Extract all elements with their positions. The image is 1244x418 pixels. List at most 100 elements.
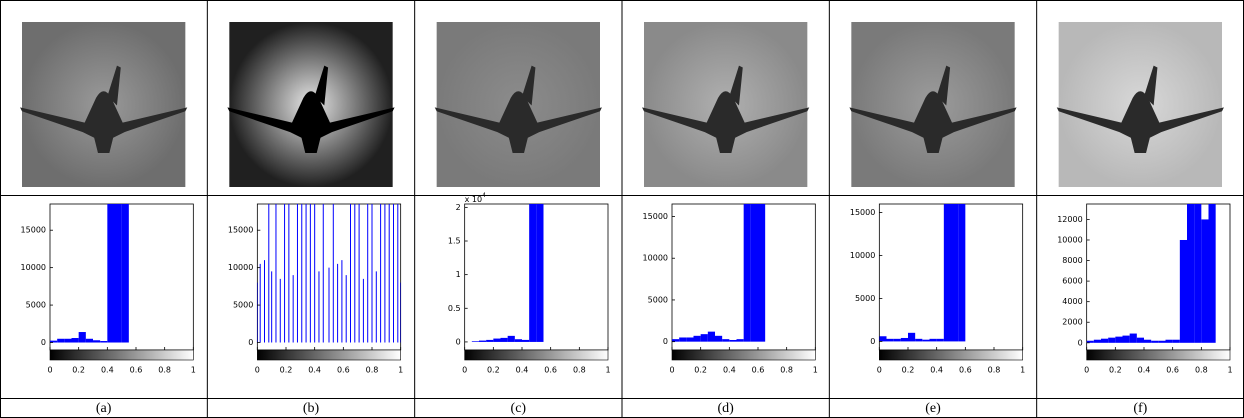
x-tick-label: 0.2: [280, 366, 293, 375]
histogram-bar: [893, 338, 901, 342]
histogram-bar: [707, 331, 715, 342]
x-tick-label: 0.8: [1195, 366, 1208, 375]
histogram-bar: [486, 339, 494, 342]
caption: (f): [1133, 401, 1147, 416]
histogram-marks: [50, 204, 129, 343]
x-tick-label: 0: [47, 366, 52, 375]
histogram-marks: [879, 204, 966, 342]
y-tick-label: 10000: [850, 251, 875, 260]
x-tick-label: 0.2: [72, 366, 85, 375]
histogram-bar: [1179, 239, 1187, 343]
histogram-bar: [1122, 335, 1130, 343]
y-tick-label: 5000: [855, 294, 875, 303]
histogram-bar: [1187, 204, 1195, 343]
y-multiplier: x 104: [465, 192, 486, 204]
histogram-bar: [107, 204, 115, 343]
histogram-bar: [886, 338, 894, 342]
caption: (b): [303, 401, 320, 416]
y-multiplier-exponent: 4: [482, 192, 486, 199]
colorbar: [671, 349, 816, 361]
airplane: [227, 65, 395, 153]
y-tick-label: 15000: [21, 226, 46, 235]
x-tick-label: 0.8: [988, 366, 1001, 375]
x-tick-label: 0.6: [130, 366, 143, 375]
histogram-bar: [1108, 337, 1116, 343]
x-tick-label: 0: [1084, 366, 1089, 375]
histogram-bar: [900, 337, 908, 342]
caption: (c): [511, 401, 527, 416]
x-tick-label: 0.4: [1138, 366, 1151, 375]
x-tick-label: 0.4: [308, 366, 321, 375]
histogram-bar: [1115, 336, 1123, 343]
histogram-bar: [1101, 338, 1109, 343]
airplane: [642, 65, 810, 153]
colorbar: [49, 349, 194, 361]
histogram-bar: [1086, 340, 1094, 343]
histogram-bar: [50, 340, 58, 343]
x-tick-label: 0.6: [752, 366, 765, 375]
y-tick-label: 4000: [1062, 297, 1082, 306]
x-tick-label: 1: [1020, 366, 1025, 375]
x-tick-label: 0.6: [959, 366, 972, 375]
histogram-bar: [943, 204, 951, 342]
x-tick-label: 0: [877, 366, 882, 375]
y-tick-label: 5000: [233, 301, 253, 310]
x-tick-label: 0.8: [158, 366, 171, 375]
x-tick-label: 0.2: [1109, 366, 1122, 375]
y-tick-label: 8000: [1062, 256, 1082, 265]
y-tick-label: 15000: [850, 208, 875, 217]
airplane: [1056, 65, 1224, 153]
x-tick-label: 0.2: [487, 366, 500, 375]
histogram-bar: [85, 338, 93, 343]
histogram-bar: [479, 340, 487, 342]
x-tick-label: 0: [255, 366, 260, 375]
histogram-bar: [908, 332, 916, 342]
histogram-bar: [64, 338, 72, 343]
x-tick-label: 0.8: [366, 366, 379, 375]
caption: (d): [718, 401, 735, 416]
x-tick-label: 0.4: [516, 366, 529, 375]
x-tick-label: 1: [605, 366, 610, 375]
histogram-marks: [257, 204, 401, 343]
histogram-bar: [100, 341, 108, 343]
histogram-bar: [1165, 339, 1173, 343]
histogram-marks: [1086, 204, 1216, 343]
histogram-bar: [529, 204, 537, 342]
histogram-bar: [93, 340, 101, 343]
histogram-bar: [1158, 340, 1166, 343]
histogram-bar: [879, 336, 887, 342]
histogram-bar: [114, 204, 122, 343]
y-tick-label: 10000: [21, 263, 46, 272]
histogram-bar: [1151, 340, 1159, 343]
histogram-bar: [1129, 333, 1137, 343]
histogram-bar: [1136, 337, 1144, 343]
histogram-bar: [78, 332, 86, 343]
histogram-bar: [729, 339, 737, 342]
y-tick-label: 15000: [228, 226, 253, 235]
x-tick-label: 0.6: [337, 366, 350, 375]
histogram-bar: [507, 335, 515, 342]
histogram-bar: [958, 204, 966, 342]
histogram-bar: [1144, 339, 1152, 343]
y-tick-label: 0: [1078, 338, 1083, 347]
x-tick-label: 1: [191, 366, 196, 375]
y-tick-label: 2000: [1062, 318, 1082, 327]
colorbar: [464, 349, 609, 361]
histogram-bar: [1194, 204, 1202, 343]
x-tick-label: 0.6: [1166, 366, 1179, 375]
x-tick-label: 0.2: [694, 366, 707, 375]
histogram-bar: [121, 204, 129, 343]
histogram-bar: [750, 204, 758, 342]
y-tick-label: 5000: [26, 301, 46, 310]
histogram-bar: [929, 338, 937, 342]
y-tick-label: 0: [41, 338, 46, 347]
histogram-bar: [743, 204, 751, 342]
histogram-bar: [922, 339, 930, 342]
histogram-bar: [57, 338, 65, 343]
histogram-bar: [1201, 219, 1209, 343]
x-tick-label: 0.4: [101, 366, 114, 375]
histogram-marks: [471, 204, 544, 342]
histogram-bar: [500, 337, 508, 342]
y-tick-label: 2: [456, 203, 461, 212]
histogram-bar: [1172, 339, 1180, 343]
